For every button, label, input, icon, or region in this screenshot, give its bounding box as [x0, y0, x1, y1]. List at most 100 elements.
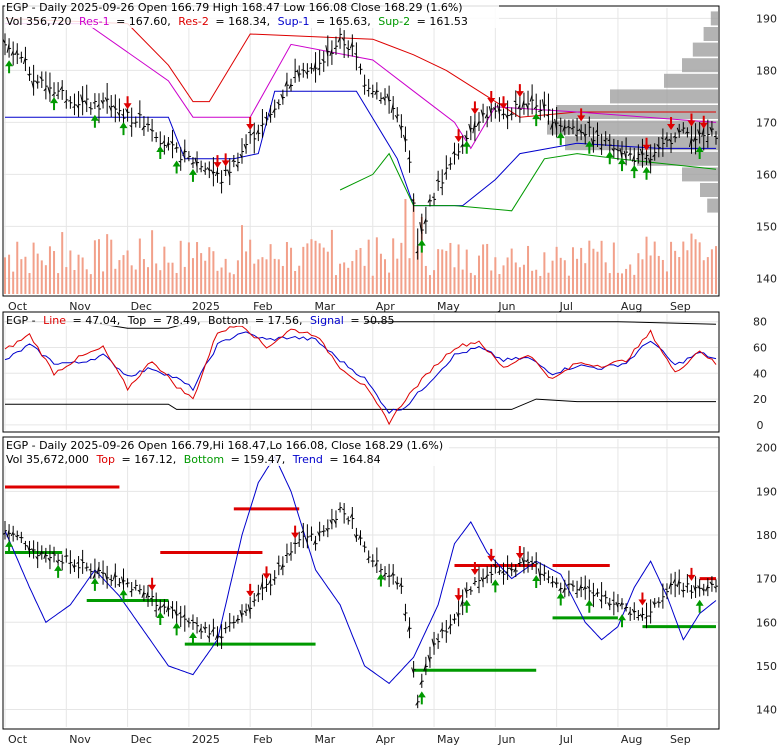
volume-bar [539, 276, 541, 294]
volume-bar [625, 269, 627, 294]
volume-bar [576, 259, 578, 294]
volume-bar [552, 261, 554, 294]
price-bar-open [187, 158, 189, 159]
volume-bar [650, 255, 652, 294]
volume-bar [535, 270, 537, 294]
volume-bar [380, 254, 382, 294]
price-bar-open [587, 122, 589, 123]
volume-bar [355, 250, 357, 294]
price-month-label: Aug [621, 300, 642, 313]
volume-bar [503, 265, 505, 294]
volume-bar [629, 264, 631, 294]
volume-bar [441, 249, 443, 294]
price-month-label: Nov [69, 300, 91, 313]
price-month-label: Oct [8, 300, 28, 313]
price-month-label: Jul [559, 300, 573, 313]
price-tick-label: 140 [756, 272, 777, 285]
volume-bar [294, 271, 296, 294]
trend-tick-label: 150 [756, 660, 777, 673]
price-legend-line1: EGP - Daily 2025-09-26 Open 166.79 High … [6, 1, 463, 14]
volume-bar [523, 265, 525, 294]
trend-price-bar-open [232, 622, 234, 623]
trend-legend-line1: EGP - Daily 2025-09-26 Open 166.79,Hi 16… [6, 439, 443, 452]
price-month-label: Apr [376, 300, 396, 313]
trend-price-bar-open [469, 589, 471, 590]
res2-value: = 168.34, [215, 15, 270, 28]
volume-bar [490, 270, 492, 294]
volume-bar [392, 238, 394, 294]
volume-bar [388, 273, 390, 294]
trend-month-label: May [437, 733, 460, 745]
volume-bar [102, 271, 104, 294]
price-bar-open [371, 93, 373, 94]
volume-bar [707, 257, 709, 294]
volume-bar [437, 249, 439, 294]
volume-value: Vol 356,720 [6, 15, 71, 28]
price-bar-open [608, 140, 610, 141]
volume-bar [253, 264, 255, 294]
volume-bar [65, 267, 67, 294]
volume-bar [135, 270, 137, 294]
volume-bar [274, 259, 276, 294]
volume-bar [12, 272, 14, 294]
volume-profile-bar [682, 167, 718, 181]
oscillator-tick-label: 20 [753, 393, 767, 406]
price-tick-label: 180 [756, 64, 777, 77]
volume-bar [474, 275, 476, 294]
volume-bar [73, 270, 75, 294]
trend-month-label: Mar [314, 733, 335, 745]
volume-bar [601, 241, 603, 294]
price-bar-open [334, 48, 336, 49]
price-tick-label: 150 [756, 220, 777, 233]
volume-bar [646, 237, 648, 294]
volume-bar [151, 230, 153, 294]
volume-bar [556, 247, 558, 294]
volume-bar [429, 275, 431, 294]
price-month-label: Dec [131, 300, 152, 313]
price-bar-open [538, 111, 540, 112]
volume-bar [637, 253, 639, 294]
volume-bar [131, 265, 133, 294]
volume-bar [86, 269, 88, 294]
line-value: = 47.04, [73, 314, 121, 327]
volume-bar [470, 273, 472, 294]
volume-profile-bar [693, 43, 718, 57]
volume-bar [61, 232, 63, 294]
price-tick-label: 160 [756, 168, 777, 181]
volume-bar [249, 240, 251, 294]
volume-bar [302, 247, 304, 294]
volume-bar [270, 244, 272, 294]
volume-bar [666, 271, 668, 294]
price-month-label: Sep [670, 300, 691, 313]
volume-bar [315, 241, 317, 294]
trend-month-label: Aug [621, 733, 642, 745]
volume-bar [613, 243, 615, 294]
volume-bar [690, 234, 692, 294]
volume-bar [196, 242, 198, 294]
res2-label: Res-2 [178, 15, 209, 28]
volume-bar [8, 255, 10, 294]
volume-bar [498, 274, 500, 294]
price-month-label: Jun [497, 300, 515, 313]
oscillator-tick-label: 60 [753, 342, 767, 355]
volume-bar [24, 257, 26, 294]
volume-bar [241, 225, 243, 294]
volume-bar [90, 274, 92, 294]
volume-bar [580, 248, 582, 294]
volume-bar [310, 239, 312, 294]
volume-bar [167, 263, 169, 294]
volume-bar [147, 267, 149, 294]
volume-bar [261, 257, 263, 294]
price-bar-open [514, 101, 516, 102]
volume-bar [678, 257, 680, 294]
volume-bar [225, 259, 227, 294]
volume-bar [286, 242, 288, 294]
volume-bar [564, 260, 566, 294]
oscillator-tick-label: 40 [753, 367, 767, 380]
volume-bar [278, 259, 280, 294]
sup1-value: = 165.63, [316, 15, 371, 28]
volume-bar [41, 260, 43, 294]
volume-profile-bar [664, 74, 718, 88]
volume-bar [543, 252, 545, 294]
volume-bar [282, 266, 284, 294]
